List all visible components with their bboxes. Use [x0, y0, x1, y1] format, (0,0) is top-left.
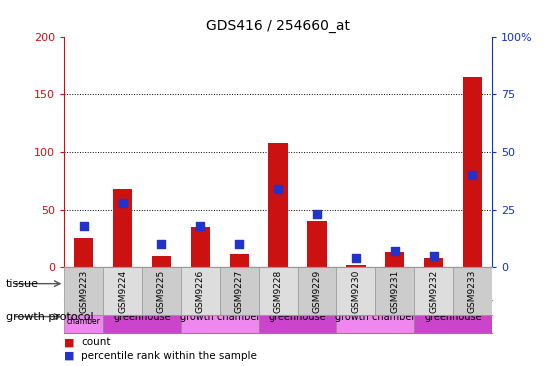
Bar [297, 267, 492, 300]
Point [352, 255, 361, 261]
Bar [230, 254, 249, 267]
Text: greenhouse: greenhouse [424, 311, 482, 322]
Text: greenhouse: greenhouse [269, 311, 326, 322]
Text: GSM9225: GSM9225 [157, 269, 166, 313]
Point [196, 223, 205, 229]
Bar [453, 267, 492, 315]
Bar [268, 143, 288, 267]
Bar [181, 300, 259, 333]
Text: growth
chamber: growth chamber [67, 307, 101, 326]
Text: ■: ■ [64, 337, 75, 347]
Text: GSM9226: GSM9226 [196, 269, 205, 313]
Text: GSM9231: GSM9231 [390, 269, 399, 313]
Title: GDS416 / 254660_at: GDS416 / 254660_at [206, 19, 350, 33]
Text: GSM9229: GSM9229 [312, 269, 321, 313]
Point [235, 241, 244, 247]
Text: GSM9232: GSM9232 [429, 269, 438, 313]
Text: GSM9230: GSM9230 [352, 269, 361, 313]
Text: leaf: leaf [112, 279, 133, 289]
Bar [297, 267, 337, 315]
Text: percentile rank within the sample: percentile rank within the sample [81, 351, 257, 361]
Point [390, 248, 399, 254]
Text: growth protocol: growth protocol [6, 311, 93, 322]
Bar [103, 267, 142, 315]
Point [157, 241, 166, 247]
Bar [181, 267, 220, 315]
Text: stem: stem [225, 279, 253, 289]
Bar [142, 267, 181, 315]
Bar [259, 300, 337, 333]
Bar [64, 267, 181, 300]
Text: GSM9223: GSM9223 [79, 269, 88, 313]
Bar [307, 221, 326, 267]
Text: GSM9227: GSM9227 [235, 269, 244, 313]
Text: GSM9233: GSM9233 [468, 269, 477, 313]
Bar [424, 258, 443, 267]
Bar [220, 267, 259, 315]
Text: ■: ■ [64, 351, 75, 361]
Point [312, 211, 321, 217]
Text: tissue: tissue [6, 279, 39, 289]
Text: flower: flower [377, 279, 412, 289]
Bar [74, 238, 93, 267]
Bar [142, 267, 337, 300]
Bar [191, 227, 210, 267]
Bar [64, 300, 103, 333]
Bar [64, 267, 103, 315]
Text: count: count [81, 337, 111, 347]
Bar [337, 267, 375, 315]
Text: GSM9224: GSM9224 [118, 269, 127, 313]
Point [273, 186, 282, 192]
Text: greenhouse: greenhouse [113, 311, 171, 322]
Bar [414, 267, 453, 315]
Bar [337, 300, 414, 333]
Bar [346, 265, 366, 267]
Bar [463, 77, 482, 267]
Point [468, 172, 477, 178]
Text: growth chamber: growth chamber [179, 311, 260, 322]
Bar [259, 267, 297, 315]
Bar [151, 255, 171, 267]
Point [79, 223, 88, 229]
Bar [103, 300, 181, 333]
Text: growth chamber: growth chamber [335, 311, 415, 322]
Bar [375, 267, 414, 315]
Point [118, 200, 127, 206]
Bar [113, 189, 132, 267]
Bar [414, 300, 492, 333]
Text: GSM9228: GSM9228 [273, 269, 283, 313]
Bar [385, 252, 405, 267]
Point [429, 253, 438, 258]
